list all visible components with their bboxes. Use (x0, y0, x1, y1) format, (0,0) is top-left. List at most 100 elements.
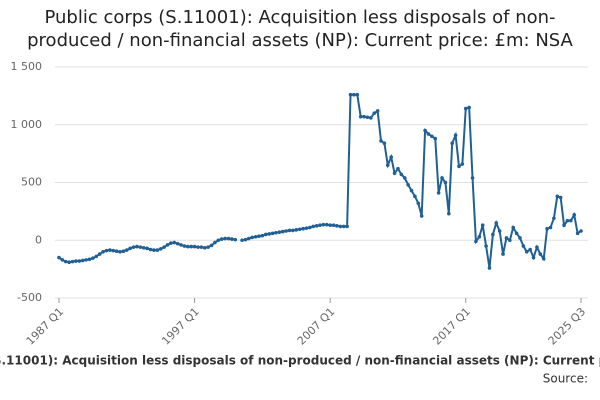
point (484, 244, 488, 248)
point (206, 245, 210, 249)
y-tick-label: 500 (21, 176, 42, 189)
point (491, 232, 495, 237)
point (63, 259, 68, 264)
point (314, 224, 319, 228)
point (280, 229, 285, 234)
point (345, 224, 349, 229)
point (338, 224, 343, 229)
line (58, 93, 582, 269)
point (250, 235, 255, 240)
point (148, 247, 153, 252)
point (545, 226, 549, 231)
point (152, 248, 156, 252)
point (294, 228, 299, 232)
point (111, 248, 116, 253)
point (192, 244, 197, 249)
point (162, 245, 166, 249)
point (287, 228, 292, 233)
point (57, 255, 61, 260)
x-tick-label: 2025 Q3 (546, 305, 589, 348)
point (209, 243, 214, 248)
point (84, 258, 88, 262)
point (114, 249, 119, 254)
point (396, 166, 400, 171)
y-tick-label: 1 500 (11, 60, 43, 73)
point (331, 223, 336, 228)
point (548, 225, 553, 230)
point (450, 141, 454, 146)
point (436, 191, 441, 195)
x-tick-label: 1997 Q1 (159, 305, 202, 348)
point (311, 224, 316, 229)
point (406, 183, 410, 187)
point (518, 236, 522, 240)
point (158, 247, 163, 251)
x-tick-label: 2007 Q1 (295, 305, 338, 348)
point (233, 237, 238, 242)
point (202, 245, 207, 250)
point (538, 252, 543, 256)
y-tick-label: 1 000 (11, 118, 43, 131)
point (348, 92, 353, 97)
point (318, 223, 322, 228)
point (457, 164, 461, 169)
point (243, 237, 248, 242)
point (67, 260, 71, 264)
point (555, 194, 560, 199)
point (552, 216, 556, 221)
point (467, 105, 471, 110)
point (399, 172, 404, 177)
point (230, 237, 234, 241)
point (413, 194, 417, 199)
point (260, 233, 265, 238)
point (179, 243, 183, 247)
point (382, 141, 387, 146)
point (216, 238, 221, 243)
point (175, 241, 180, 246)
point (328, 223, 332, 228)
point (70, 259, 75, 264)
point (352, 92, 356, 97)
point (480, 223, 485, 228)
point (291, 228, 295, 233)
point (504, 236, 509, 240)
point (274, 230, 278, 235)
point (308, 225, 312, 230)
point (375, 109, 380, 113)
point (118, 250, 122, 254)
point (392, 171, 397, 176)
point (474, 239, 478, 244)
point (240, 238, 244, 243)
y-tick-label: 0 (35, 233, 42, 246)
x-tick-label: 2017 Q1 (430, 305, 473, 348)
point (528, 247, 532, 252)
point (186, 244, 190, 249)
point (433, 136, 438, 141)
point (257, 234, 261, 239)
point (165, 243, 170, 247)
point (196, 245, 200, 249)
point (440, 176, 444, 180)
point (301, 226, 305, 231)
point (121, 249, 126, 254)
point (487, 266, 492, 270)
point (284, 229, 288, 233)
point (141, 245, 146, 250)
point (453, 133, 458, 137)
point (460, 162, 465, 166)
point (304, 226, 309, 230)
point (579, 229, 583, 233)
point (199, 245, 204, 249)
chart-title: Public corps (S.11001): Acquisition less… (27, 7, 573, 51)
point (80, 258, 85, 263)
point (91, 256, 95, 260)
point (145, 246, 149, 251)
y-tick-label: -500 (17, 291, 42, 304)
point (463, 106, 468, 111)
point (182, 244, 187, 248)
legend-entry: Public corps (S.11001): Acquisition less… (0, 354, 600, 368)
point (470, 176, 475, 180)
point (565, 218, 570, 223)
